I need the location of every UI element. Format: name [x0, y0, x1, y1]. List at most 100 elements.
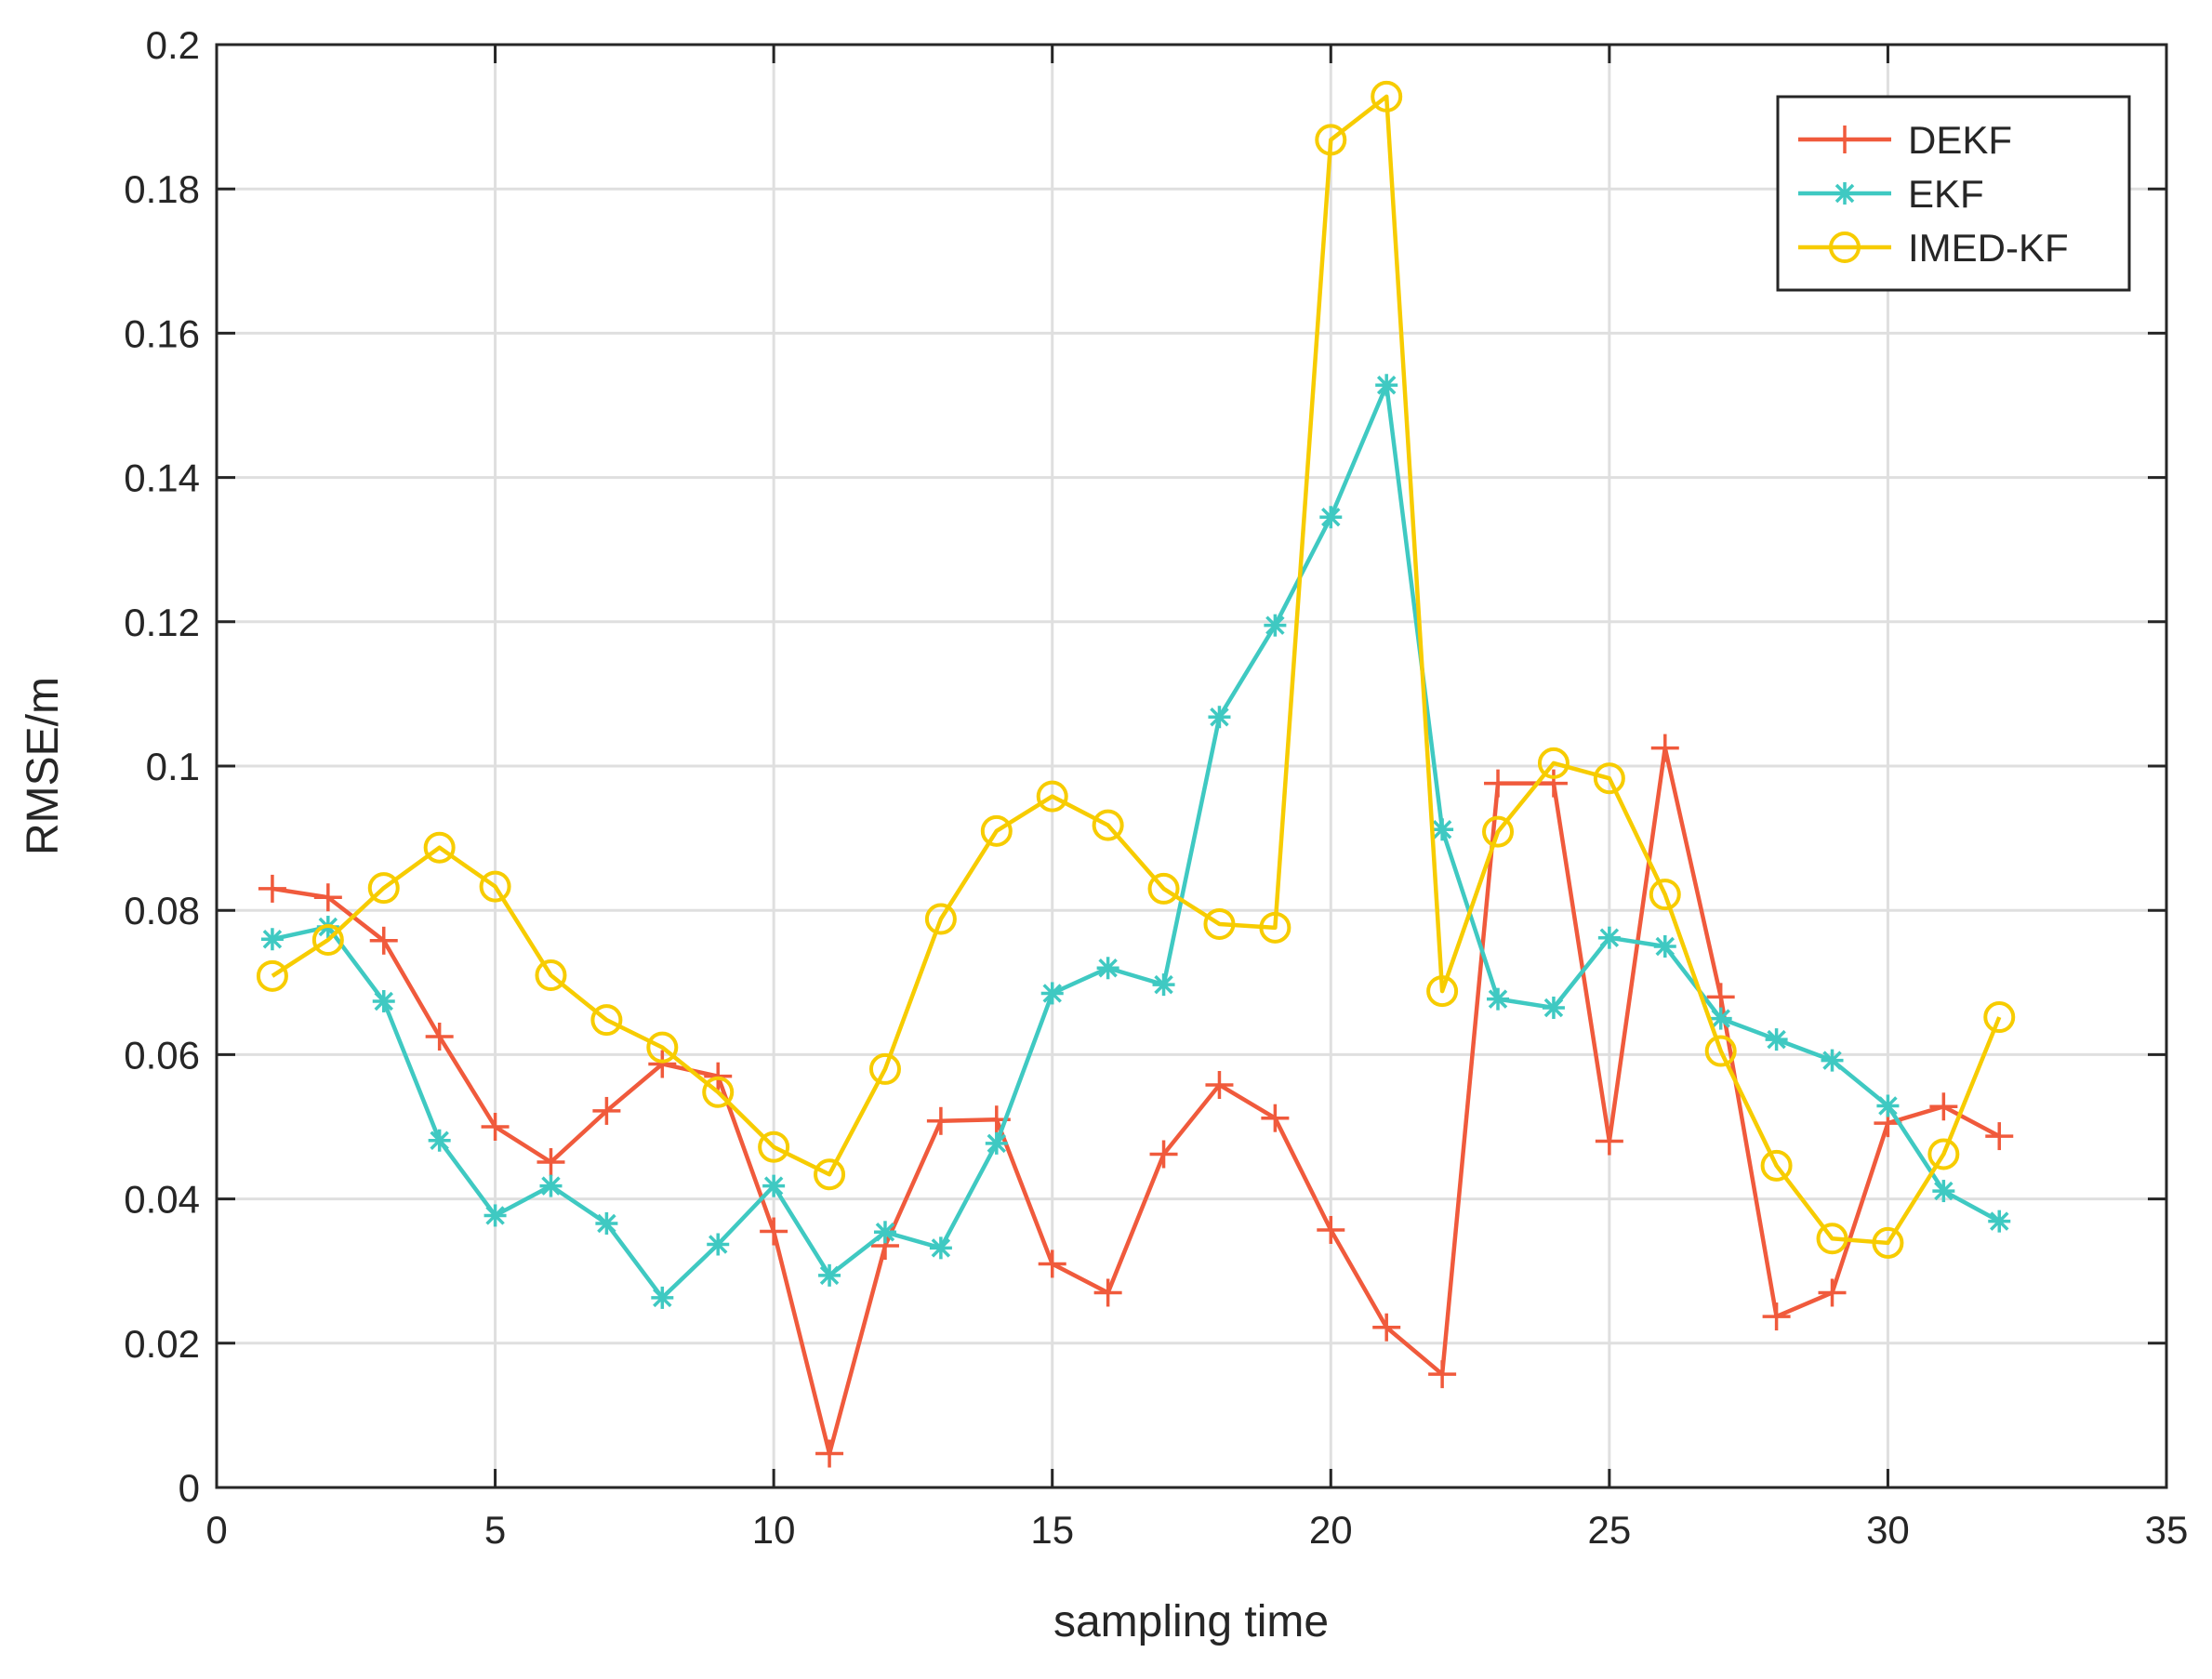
- data-point-imed-kf: [1371, 80, 1403, 112]
- series-line-ekf: [272, 383, 2001, 1301]
- data-point-dekf: [1261, 1104, 1290, 1132]
- data-point-ekf: [1264, 614, 1287, 637]
- y-tick-label: 0: [179, 1466, 200, 1510]
- tick-labels: 0 5 10 15 20 25 30 35 0 0.02 0.04 0.06 0.08 0.1 0.12 0.…: [124, 23, 2188, 1552]
- data-point-imed-kf: [1927, 1138, 1960, 1170]
- data-point-ekf: [1208, 706, 1231, 729]
- data-point-imed-kf: [1315, 124, 1347, 156]
- data-point-imed-kf: [535, 959, 567, 992]
- data-point-ekf: [762, 1174, 786, 1197]
- data-point-ekf: [1040, 982, 1064, 1005]
- y-tick-label: 0.02: [124, 1322, 200, 1366]
- data-point-imed-kf: [311, 924, 344, 957]
- data-point-dekf: [369, 926, 398, 955]
- data-point-ekf: [651, 1286, 674, 1309]
- y-tick-label: 0.06: [124, 1033, 200, 1077]
- axis-ticks: [215, 43, 2168, 1489]
- data-point-ekf: [1096, 957, 1119, 980]
- data-point-dekf: [760, 1217, 788, 1246]
- data-point-dekf: [1818, 1278, 1847, 1307]
- data-point-dekf: [815, 1439, 844, 1468]
- data-point-dekf: [648, 1050, 677, 1078]
- x-tick-label: 10: [752, 1508, 796, 1552]
- grid-lines: [217, 45, 2166, 1487]
- legend-marker-ekf: [1834, 182, 1856, 205]
- legend-item-ekf[interactable]: EKF: [1798, 172, 1984, 216]
- data-point-ekf: [1431, 818, 1454, 841]
- data-point-ekf: [985, 1131, 1008, 1155]
- data-point-ekf: [1653, 935, 1676, 958]
- legend-marker-imed-kf: [1829, 231, 1861, 263]
- y-axis-title: RMSE/m: [19, 677, 68, 855]
- data-point-imed-kf: [814, 1158, 846, 1191]
- data-point-dekf: [1650, 734, 1679, 762]
- data-point-dekf: [1428, 1360, 1457, 1389]
- data-point-imed-kf: [1649, 879, 1681, 911]
- data-point-imed-kf: [1760, 1149, 1793, 1182]
- data-point-dekf: [481, 1113, 510, 1141]
- data-point-ekf: [1932, 1180, 1955, 1203]
- data-point-imed-kf: [1036, 780, 1068, 813]
- data-point-dekf: [425, 1023, 454, 1051]
- data-point-imed-kf: [1203, 907, 1236, 940]
- data-point-imed-kf: [1482, 815, 1515, 848]
- y-tick-label: 0.12: [124, 601, 200, 644]
- y-tick-label: 0.08: [124, 889, 200, 932]
- x-tick-label: 25: [1587, 1508, 1631, 1552]
- legend-label-ekf: EKF: [1908, 172, 1984, 216]
- legend-item-imed-kf[interactable]: IMED-KF: [1798, 226, 2069, 270]
- data-point-dekf: [258, 874, 286, 903]
- x-tick-label: 20: [1309, 1508, 1353, 1552]
- data-point-dekf: [536, 1148, 565, 1177]
- y-tick-label: 0.16: [124, 311, 200, 355]
- series-ekf: [260, 374, 2011, 1309]
- data-point-dekf: [592, 1096, 621, 1125]
- data-point-dekf: [1929, 1092, 1958, 1121]
- series-imed-kf: [256, 80, 2016, 1259]
- legend-label-dekf: DEKF: [1908, 118, 2012, 162]
- data-point-dekf: [1093, 1278, 1122, 1307]
- data-point-imed-kf: [980, 814, 1013, 847]
- series-layer: [256, 80, 2016, 1468]
- data-point-dekf: [1762, 1302, 1791, 1331]
- data-point-ekf: [818, 1263, 841, 1287]
- series-line-imed-kf: [271, 94, 2002, 1246]
- data-point-imed-kf: [423, 831, 456, 864]
- data-point-dekf: [1038, 1249, 1066, 1278]
- data-point-imed-kf: [646, 1031, 679, 1064]
- data-point-ekf: [1988, 1210, 2011, 1233]
- data-point-dekf: [1372, 1313, 1401, 1342]
- data-point-imed-kf: [758, 1130, 790, 1163]
- data-point-ekf: [873, 1221, 896, 1244]
- legend[interactable]: DEKF EKF IMED-KF: [1776, 95, 2131, 292]
- y-tick-label: 0.14: [124, 456, 200, 500]
- data-point-ekf: [1319, 506, 1343, 529]
- data-point-imed-kf: [1872, 1226, 1904, 1259]
- data-point-dekf: [1484, 769, 1513, 798]
- legend-label-imed-kf: IMED-KF: [1908, 226, 2069, 270]
- data-point-imed-kf: [1704, 1035, 1737, 1067]
- data-point-ekf: [1709, 1007, 1732, 1030]
- data-point-dekf: [1706, 983, 1735, 1011]
- x-tick-label: 0: [205, 1508, 227, 1552]
- data-point-ekf: [1487, 987, 1510, 1011]
- data-point-imed-kf: [590, 1004, 623, 1037]
- data-point-imed-kf: [1537, 747, 1570, 779]
- data-point-imed-kf: [924, 903, 957, 935]
- data-point-dekf: [704, 1062, 733, 1091]
- y-tick-label: 0.18: [124, 167, 200, 211]
- legend-item-dekf[interactable]: DEKF: [1798, 118, 2012, 162]
- data-point-ekf: [1597, 926, 1621, 949]
- x-tick-label: 35: [2145, 1508, 2189, 1552]
- series-line-dekf: [272, 746, 2001, 1456]
- x-tick-label: 30: [1866, 1508, 1910, 1552]
- data-point-ekf: [372, 989, 395, 1012]
- data-point-imed-kf: [1983, 1001, 2016, 1034]
- data-point-ekf: [929, 1236, 952, 1260]
- data-point-dekf: [1149, 1140, 1178, 1169]
- data-point-ekf: [1876, 1094, 1900, 1117]
- x-tick-label: 15: [1030, 1508, 1074, 1552]
- data-point-dekf: [926, 1106, 955, 1135]
- data-point-ekf: [1542, 996, 1565, 1019]
